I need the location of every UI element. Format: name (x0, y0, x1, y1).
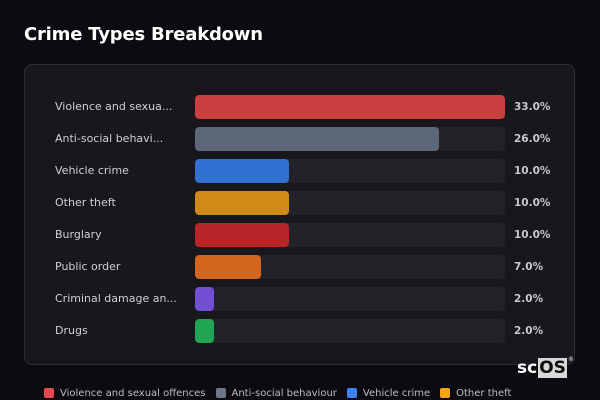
bar-value: 10.0% (514, 229, 551, 241)
legend-item[interactable]: Anti-social behaviour (215, 387, 337, 399)
registered-icon: ® (567, 356, 574, 363)
bar-value: 26.0% (514, 133, 551, 145)
bar-value: 7.0% (514, 261, 544, 273)
legend-label: Vehicle crime (362, 387, 431, 399)
legend-item[interactable]: Violence and sexual offences (44, 388, 206, 399)
bar-value: 10.0% (514, 197, 551, 209)
watermark-boxed: OS (538, 358, 567, 378)
bar-label: Drugs (55, 324, 88, 337)
bar-track (195, 159, 505, 183)
bar-value: 33.0% (514, 101, 551, 113)
bar-label: Anti-social behavi... (55, 132, 164, 145)
legend-swatch-icon (346, 388, 357, 398)
bar-label: Burglary (55, 228, 102, 241)
bar-fill[interactable] (195, 95, 505, 119)
bar-label: Other theft (55, 196, 116, 209)
bar-row: Public order 7.0% (25, 255, 574, 279)
bar-row: Violence and sexua... 33.0% (25, 95, 574, 119)
bar-row: Criminal damage an... 2.0% (25, 287, 574, 311)
bar-fill[interactable] (195, 223, 289, 247)
watermark-logo: sc OS ® (517, 356, 574, 379)
legend-label: Other theft (456, 387, 512, 399)
bar-label: Violence and sexua... (55, 100, 173, 113)
bar-track (195, 255, 505, 279)
bar-row: Burglary 10.0% (25, 223, 574, 247)
bar-row: Other theft 10.0% (25, 191, 574, 215)
bar-value: 2.0% (514, 293, 544, 305)
bar-value: 10.0% (514, 165, 551, 177)
chart-legend: Violence and sexual offences Anti-social … (44, 386, 511, 400)
bar-track (195, 319, 505, 343)
bar-fill[interactable] (195, 159, 289, 183)
page-title: Crime Types Breakdown (24, 24, 263, 45)
legend-label: Violence and sexual offences (60, 387, 206, 399)
bar-label: Public order (55, 260, 121, 273)
bar-fill[interactable] (195, 319, 214, 343)
bar-value: 2.0% (514, 325, 544, 337)
bar-label: Vehicle crime (55, 164, 129, 177)
bar-track (195, 287, 505, 311)
legend-swatch-icon (44, 388, 54, 398)
bar-fill[interactable] (195, 127, 440, 151)
bar-track (195, 95, 505, 119)
bar-track (195, 223, 505, 247)
bar-fill[interactable] (195, 287, 214, 311)
bar-row: Vehicle crime 10.0% (25, 159, 574, 183)
legend-swatch-icon (440, 388, 451, 398)
legend-item[interactable]: Vehicle crime (346, 387, 431, 399)
bar-fill[interactable] (195, 255, 261, 279)
legend-item[interactable]: Other theft (440, 388, 511, 399)
bar-label: Criminal damage an... (55, 292, 177, 305)
bar-track (195, 191, 505, 215)
chart-card: Violence and sexua... 33.0% Anti-social be… (24, 64, 575, 365)
bar-row: Drugs 2.0% (25, 319, 574, 343)
watermark-prefix: sc (517, 358, 538, 378)
bar-row: Anti-social behavi... 26.0% (25, 127, 574, 151)
bar-fill[interactable] (195, 191, 289, 215)
legend-swatch-icon (215, 388, 226, 398)
bar-track (195, 127, 505, 151)
legend-label: Anti-social behaviour (231, 387, 337, 399)
